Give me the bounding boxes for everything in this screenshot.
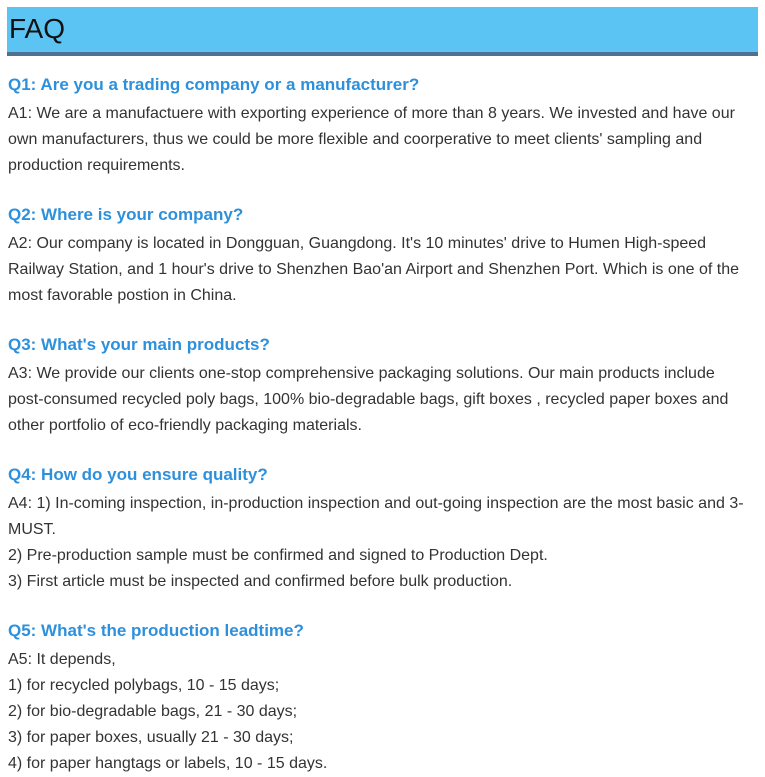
faq-question: Q2: Where is your company? (8, 205, 244, 224)
faq-answer-paragraph: 4) for paper hangtags or labels, 10 - 15… (8, 755, 328, 772)
faq-item-q1: Q1: Are you a trading company or a manuf… (8, 75, 758, 179)
faq-item-q3: Q3: What's your main products? A3: We pr… (8, 335, 758, 439)
faq-answer-paragraph: A4: 1) In-coming inspection, in-producti… (8, 495, 744, 538)
faq-answer-paragraph: A5: It depends, (8, 651, 116, 668)
section-header: FAQ (7, 7, 758, 56)
section-title: FAQ (9, 12, 66, 44)
faq-answer-paragraph: 2) Pre-production sample must be confirm… (8, 547, 548, 564)
faq-item-q5: Q5: What's the production leadtime? A5: … (8, 621, 758, 777)
faq-answer-paragraph: 2) for bio-degradable bags, 21 - 30 days… (8, 703, 298, 720)
faq-answer-paragraph: A3: We provide our clients one-stop comp… (8, 365, 729, 434)
faq-question: Q3: What's your main products? (8, 335, 270, 354)
faq-list: Q1: Are you a trading company or a manuf… (7, 75, 758, 777)
faq-question: Q5: What's the production leadtime? (8, 621, 304, 640)
faq-answer-paragraph: A1: We are a manufactuere with exporting… (8, 105, 735, 174)
faq-answer-paragraph: A2: Our company is located in Dongguan, … (8, 235, 739, 304)
faq-answer-paragraph: 1) for recycled polybags, 10 - 15 days; (8, 677, 280, 694)
faq-question: Q4: How do you ensure quality? (8, 465, 268, 484)
faq-answer-paragraph: 3) for paper boxes, usually 21 - 30 days… (8, 729, 294, 746)
faq-question: Q1: Are you a trading company or a manuf… (8, 75, 420, 94)
faq-item-q4: Q4: How do you ensure quality? A4: 1) In… (8, 465, 758, 595)
faq-item-q2: Q2: Where is your company? A2: Our compa… (8, 205, 758, 309)
faq-answer-paragraph: 3) First article must be inspected and c… (8, 573, 513, 590)
